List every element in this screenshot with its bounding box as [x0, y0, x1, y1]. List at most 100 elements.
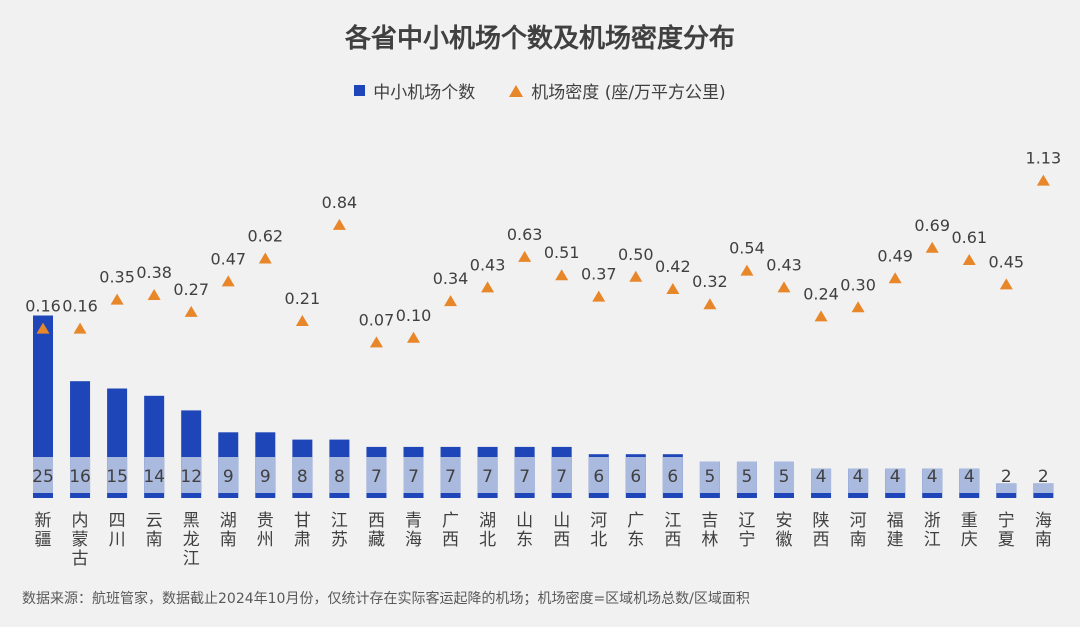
bar-label-band-19	[736, 461, 757, 493]
density-value-label-23: 0.49	[877, 246, 913, 265]
bar-value-label-7: 8	[297, 467, 308, 487]
bar-label-band-26	[996, 483, 1017, 493]
bar-label-band-25	[959, 468, 980, 493]
density-value-label-13: 0.63	[507, 225, 543, 244]
category-label-8-0: 江	[331, 511, 348, 531]
bar-label-band-15	[588, 457, 609, 493]
category-label-27-1: 南	[1035, 530, 1052, 550]
density-marker-1	[73, 322, 87, 334]
category-label-13-1: 东	[516, 530, 533, 550]
density-value-label-0: 0.16	[25, 297, 61, 316]
category-label-22-0: 河	[850, 511, 867, 531]
bar-value-label-2: 15	[106, 467, 128, 487]
bar-value-label-19: 5	[742, 467, 753, 487]
density-value-label-11: 0.34	[433, 269, 469, 288]
density-marker-6	[258, 252, 272, 264]
density-value-label-27: 1.13	[1026, 149, 1062, 168]
legend-label-airport-count: 中小机场个数	[373, 83, 476, 103]
density-value-label-8: 0.84	[322, 193, 358, 212]
category-label-27-0: 海	[1035, 511, 1052, 531]
category-label-6-0: 贵	[257, 511, 274, 531]
bar-label-band-8	[329, 457, 350, 493]
density-marker-7	[295, 314, 309, 326]
category-label-13-0: 山	[516, 511, 533, 531]
bar-value-label-13: 7	[519, 467, 530, 487]
bar-label-band-13	[514, 457, 535, 493]
density-value-label-2: 0.35	[99, 268, 135, 287]
density-value-label-19: 0.54	[729, 239, 765, 258]
category-label-25-1: 庆	[961, 530, 978, 550]
bar-label-band-16	[625, 457, 646, 493]
category-label-1-0: 内	[72, 511, 89, 531]
bar-value-label-22: 4	[853, 467, 864, 487]
density-value-label-12: 0.43	[470, 255, 506, 274]
category-label-19-1: 宁	[738, 530, 755, 550]
density-marker-10	[407, 331, 420, 343]
category-label-15-0: 河	[590, 511, 607, 531]
category-label-26-0: 宁	[998, 511, 1015, 531]
density-marker-5	[221, 275, 235, 287]
bar-label-band-23	[885, 468, 906, 493]
category-label-0-0: 新	[35, 511, 52, 531]
category-label-4-2: 江	[183, 549, 200, 569]
density-marker-4	[184, 305, 198, 317]
density-marker-12	[481, 281, 495, 293]
density-marker-24	[925, 241, 939, 253]
density-value-label-3: 0.38	[136, 263, 172, 282]
category-label-19-0: 辽	[738, 511, 755, 531]
density-marker-13	[518, 250, 532, 262]
bar-value-label-11: 7	[445, 467, 456, 487]
category-label-16-0: 广	[627, 511, 644, 531]
category-label-14-1: 西	[553, 530, 570, 550]
density-marker-20	[777, 281, 791, 293]
bar-label-band-3	[144, 457, 165, 493]
bar-label-band-27	[1033, 483, 1054, 493]
category-label-10-0: 青	[405, 511, 422, 531]
bar-value-label-0: 25	[32, 467, 54, 487]
category-label-12-1: 北	[479, 530, 496, 550]
density-marker-27	[1036, 174, 1050, 186]
bar-label-band-18	[699, 461, 720, 493]
category-label-9-1: 藏	[368, 530, 385, 550]
category-label-7-1: 肃	[294, 530, 311, 550]
bar-label-band-21	[811, 468, 832, 493]
density-value-label-10: 0.10	[396, 306, 432, 325]
category-label-2-0: 四	[109, 511, 126, 531]
category-label-6-1: 州	[257, 530, 274, 550]
legend: 中小机场个数 机场密度 (座/万平方公里)	[0, 78, 1080, 103]
legend-swatch-bar	[354, 85, 366, 96]
density-marker-18	[703, 298, 717, 310]
bar-value-label-15: 6	[593, 467, 604, 487]
source-note: 数据来源：航班管家，数据截止2024年10月份，仅统计存在实际客运起降的机场；机…	[22, 591, 750, 607]
bar-label-band-9	[366, 457, 387, 493]
bar-value-label-23: 4	[890, 467, 901, 487]
bar-value-label-25: 4	[964, 467, 975, 487]
category-label-16-1: 东	[627, 530, 644, 550]
density-value-label-5: 0.47	[210, 249, 246, 268]
bar-label-band-22	[848, 468, 869, 493]
density-marker-19	[740, 264, 754, 276]
density-value-label-16: 0.50	[618, 245, 654, 264]
density-marker-17	[666, 282, 680, 294]
density-value-label-1: 0.16	[62, 297, 98, 316]
category-label-14-0: 山	[553, 511, 570, 531]
density-value-label-17: 0.42	[655, 257, 691, 276]
density-value-label-26: 0.45	[988, 252, 1024, 271]
density-value-label-18: 0.32	[692, 272, 728, 291]
density-marker-15	[592, 290, 606, 302]
density-value-label-7: 0.21	[285, 289, 321, 308]
bar-label-band-20	[774, 461, 794, 493]
density-value-label-24: 0.69	[914, 216, 950, 235]
density-marker-23	[888, 272, 902, 284]
category-label-21-0: 陕	[813, 511, 830, 531]
category-label-22-1: 南	[850, 530, 867, 550]
category-label-11-1: 西	[442, 530, 459, 550]
bar-value-label-10: 7	[408, 467, 419, 487]
category-label-25-0: 重	[961, 511, 978, 531]
category-label-3-1: 南	[146, 530, 163, 550]
legend-item-density: 机场密度 (座/万平方公里)	[509, 78, 726, 103]
category-label-10-1: 海	[405, 530, 422, 550]
category-label-20-0: 安	[776, 511, 793, 531]
density-marker-2	[110, 293, 124, 305]
density-marker-16	[629, 270, 643, 282]
